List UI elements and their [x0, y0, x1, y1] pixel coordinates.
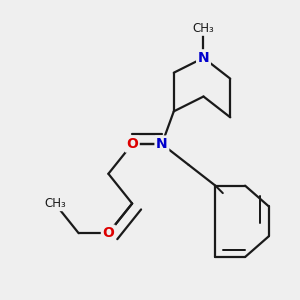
Text: N: N [198, 51, 209, 65]
Text: CH₃: CH₃ [44, 197, 66, 210]
Text: CH₃: CH₃ [193, 22, 214, 34]
Text: O: O [126, 137, 138, 151]
Text: O: O [103, 226, 114, 240]
Text: N: N [156, 137, 168, 151]
